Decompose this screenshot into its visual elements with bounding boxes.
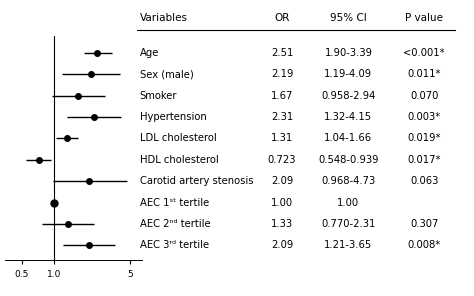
Text: 1.33: 1.33 bbox=[271, 219, 293, 229]
Text: 0.008*: 0.008* bbox=[408, 240, 441, 250]
Text: Sex (male): Sex (male) bbox=[140, 69, 193, 79]
Text: 0.958-2.94: 0.958-2.94 bbox=[321, 91, 375, 101]
Text: Carotid artery stenosis: Carotid artery stenosis bbox=[140, 176, 253, 186]
Text: Smoker: Smoker bbox=[140, 91, 177, 101]
Text: 1.31: 1.31 bbox=[271, 133, 293, 143]
Text: OR: OR bbox=[274, 13, 290, 23]
Text: 0.019*: 0.019* bbox=[408, 133, 441, 143]
Text: 1.90-3.39: 1.90-3.39 bbox=[324, 48, 373, 58]
Text: 2.51: 2.51 bbox=[271, 48, 293, 58]
Text: 1.04-1.66: 1.04-1.66 bbox=[324, 133, 373, 143]
Text: 2.19: 2.19 bbox=[271, 69, 293, 79]
Text: 0.011*: 0.011* bbox=[408, 69, 441, 79]
Text: 1.19-4.09: 1.19-4.09 bbox=[324, 69, 373, 79]
Text: 1.00: 1.00 bbox=[271, 198, 293, 207]
Text: 1.00: 1.00 bbox=[337, 198, 359, 207]
Text: AEC 3ʳᵈ tertile: AEC 3ʳᵈ tertile bbox=[140, 240, 209, 250]
Text: 2.31: 2.31 bbox=[271, 112, 293, 122]
Text: 0.770-2.31: 0.770-2.31 bbox=[321, 219, 375, 229]
Text: AEC 2ⁿᵈ tertile: AEC 2ⁿᵈ tertile bbox=[140, 219, 210, 229]
Text: <0.001*: <0.001* bbox=[403, 48, 445, 58]
Text: 0.723: 0.723 bbox=[268, 155, 296, 165]
Text: LDL cholesterol: LDL cholesterol bbox=[140, 133, 217, 143]
Text: 2.09: 2.09 bbox=[271, 176, 293, 186]
Text: 1.67: 1.67 bbox=[271, 91, 293, 101]
Text: 0.017*: 0.017* bbox=[408, 155, 441, 165]
Text: 0.968-4.73: 0.968-4.73 bbox=[321, 176, 375, 186]
Text: HDL cholesterol: HDL cholesterol bbox=[140, 155, 219, 165]
Text: 0.548-0.939: 0.548-0.939 bbox=[318, 155, 379, 165]
Text: 1.32-4.15: 1.32-4.15 bbox=[324, 112, 373, 122]
Text: 0.003*: 0.003* bbox=[408, 112, 441, 122]
Text: 2.09: 2.09 bbox=[271, 240, 293, 250]
Text: 0.307: 0.307 bbox=[410, 219, 438, 229]
Text: AEC 1ˢᵗ tertile: AEC 1ˢᵗ tertile bbox=[140, 198, 209, 207]
Text: 0.070: 0.070 bbox=[410, 91, 438, 101]
Text: 95% CI: 95% CI bbox=[330, 13, 367, 23]
Text: Age: Age bbox=[140, 48, 159, 58]
Text: 1.21-3.65: 1.21-3.65 bbox=[324, 240, 373, 250]
Text: 0.063: 0.063 bbox=[410, 176, 438, 186]
Text: P value: P value bbox=[405, 13, 443, 23]
Text: Hypertension: Hypertension bbox=[140, 112, 207, 122]
Text: Variables: Variables bbox=[140, 13, 188, 23]
